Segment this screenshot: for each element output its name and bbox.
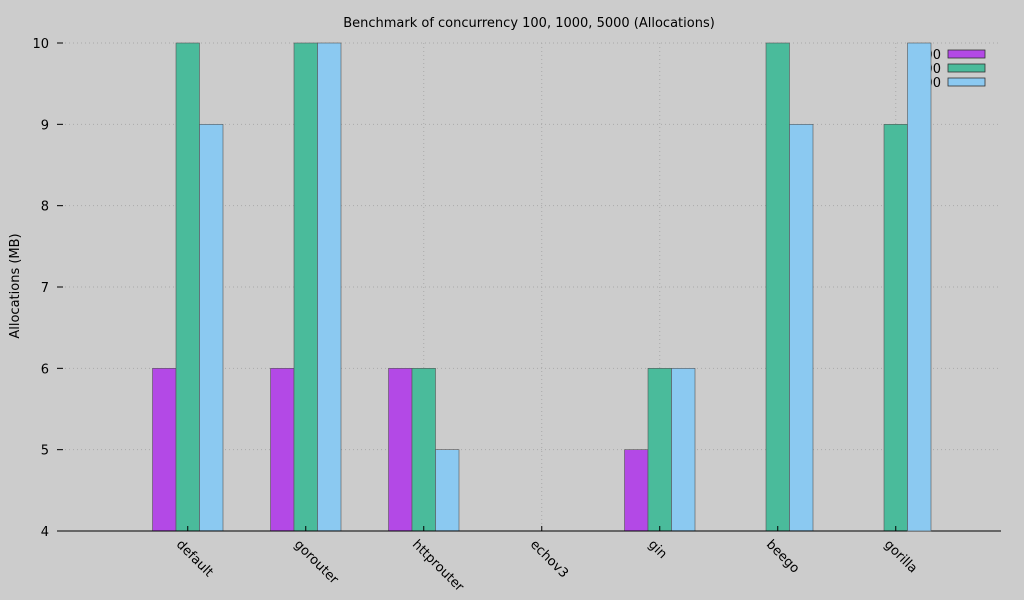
x-tick-label: default xyxy=(173,537,216,580)
y-tick-label: 8 xyxy=(41,200,49,215)
x-tick-label: beego xyxy=(763,537,802,576)
bar-httprouter-s1 xyxy=(388,368,413,532)
y-tick-label: 9 xyxy=(41,118,49,133)
bar-gin-s1 xyxy=(624,449,649,532)
x-tick-label: gorouter xyxy=(291,537,342,588)
bar-beego-s3 xyxy=(789,124,814,532)
x-tick-label: gorilla xyxy=(881,537,920,576)
bar-default-s3 xyxy=(199,124,224,532)
x-tick-label: echov3 xyxy=(527,537,571,581)
bar-gorilla-s3 xyxy=(907,42,932,532)
bar-httprouter-s3 xyxy=(435,449,460,532)
bar-gin-s3 xyxy=(671,368,696,532)
bar-gin-s2 xyxy=(647,368,672,532)
y-tick-labels: 4 5 6 7 8 9 10 xyxy=(32,37,63,540)
x-tick-labels: default gorouter httprouter echov3 gin beego g… xyxy=(173,526,920,595)
y-tick-label: 7 xyxy=(41,281,49,296)
bar-default-s2 xyxy=(175,42,200,532)
y-tick-label: 6 xyxy=(41,362,49,377)
bar-default-s1 xyxy=(152,368,177,532)
bar-gorilla-s2 xyxy=(883,124,908,532)
bar-gorouter-s3 xyxy=(317,42,342,532)
y-tick-label: 10 xyxy=(32,37,49,52)
legend-swatch xyxy=(947,63,986,73)
legend-swatch xyxy=(947,49,986,59)
bar-httprouter-s2 xyxy=(411,368,436,532)
legend-swatch xyxy=(947,77,986,87)
bar-beego-s2 xyxy=(765,42,790,532)
bar-gorouter-s1 xyxy=(270,368,295,532)
y-tick-label: 5 xyxy=(41,444,49,459)
y-axis-label: Allocations (MB) xyxy=(8,233,23,338)
chart-title: Benchmark of concurrency 100, 1000, 5000… xyxy=(343,16,715,31)
bar-gorouter-s2 xyxy=(293,42,318,532)
x-tick-label: gin xyxy=(645,537,670,562)
y-tick-label: 4 xyxy=(41,525,49,540)
x-tick-label: httprouter xyxy=(409,537,467,595)
bars xyxy=(152,42,908,532)
